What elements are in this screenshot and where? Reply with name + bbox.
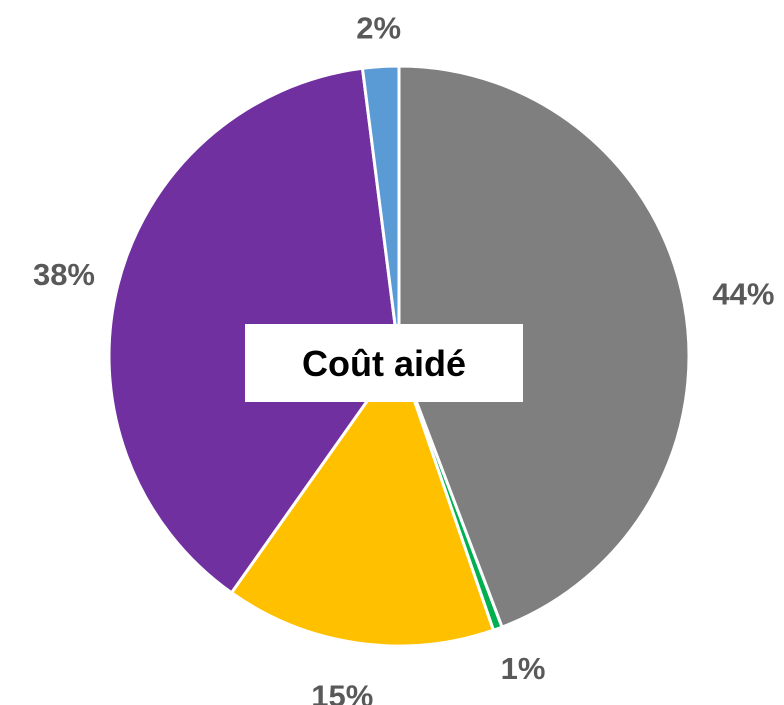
slice-label: 38% [33, 257, 95, 292]
pie-labels: 44% 1% 15% 38% 2% [33, 11, 774, 705]
center-title-box [245, 324, 523, 402]
slice-label: 1% [501, 651, 546, 686]
pie-slice [360, 64, 401, 358]
pie-slice [397, 64, 691, 629]
slice-label: 15% [311, 679, 373, 705]
pie-slice [230, 354, 495, 648]
slice-label: 2% [356, 11, 401, 46]
center-title: Coût aidé [245, 324, 523, 402]
slice-label: 44% [712, 277, 774, 312]
chart-title: Coût aidé [302, 343, 466, 384]
